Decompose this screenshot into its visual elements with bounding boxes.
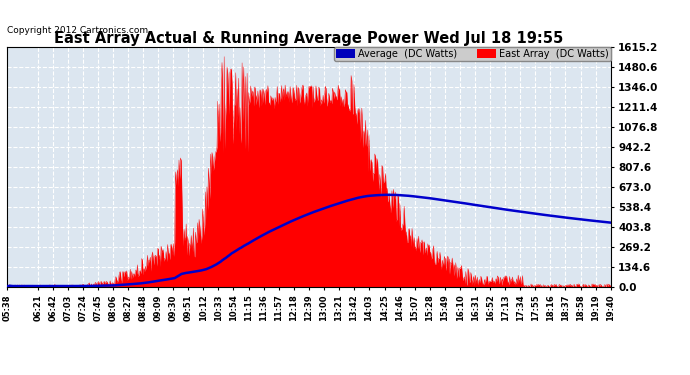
Legend: Average  (DC Watts), East Array  (DC Watts): Average (DC Watts), East Array (DC Watts… [334, 47, 611, 61]
Text: Copyright 2012 Cartronics.com: Copyright 2012 Cartronics.com [7, 26, 148, 35]
Title: East Array Actual & Running Average Power Wed Jul 18 19:55: East Array Actual & Running Average Powe… [54, 31, 564, 46]
